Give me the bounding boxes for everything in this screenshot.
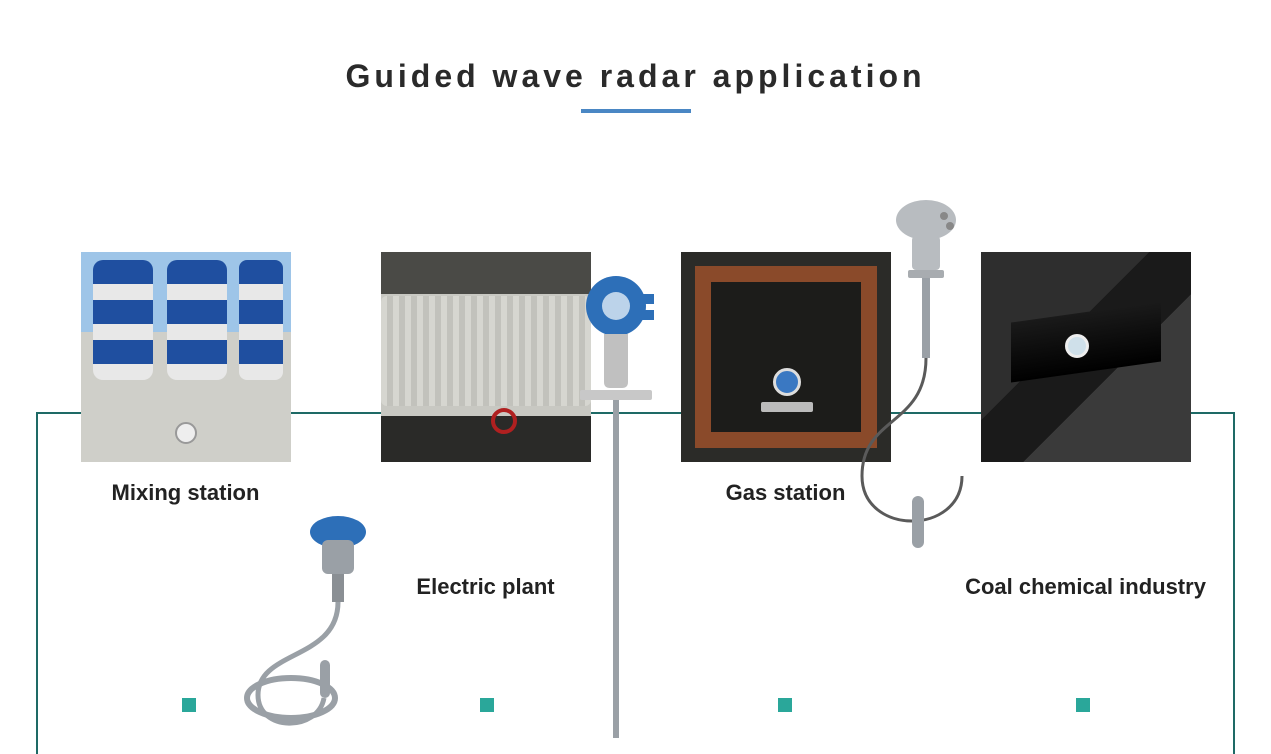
marker-2	[480, 698, 494, 712]
marker-3	[778, 698, 792, 712]
photo-mixing-station	[81, 252, 291, 462]
photo-electric-plant	[381, 252, 591, 462]
marker-row	[0, 698, 1271, 712]
photo-coal-chemical	[981, 252, 1191, 462]
caption-mixing-station: Mixing station	[112, 480, 260, 506]
app-card-electric-plant: Electric plant	[376, 252, 596, 600]
photo-gas-station	[681, 252, 891, 462]
caption-coal-chemical: Coal chemical industry	[965, 574, 1206, 600]
marker-1	[182, 698, 196, 712]
app-card-gas-station: Gas station	[676, 252, 896, 600]
title-underline	[581, 109, 691, 113]
caption-gas-station: Gas station	[726, 480, 846, 506]
caption-electric-plant: Electric plant	[416, 574, 554, 600]
application-cards: Mixing station Electric plant Gas statio…	[0, 252, 1271, 600]
marker-4	[1076, 698, 1090, 712]
app-card-mixing-station: Mixing station	[76, 252, 296, 600]
page-title: Guided wave radar application	[0, 58, 1271, 95]
app-card-coal-chemical: Coal chemical industry	[976, 252, 1196, 600]
